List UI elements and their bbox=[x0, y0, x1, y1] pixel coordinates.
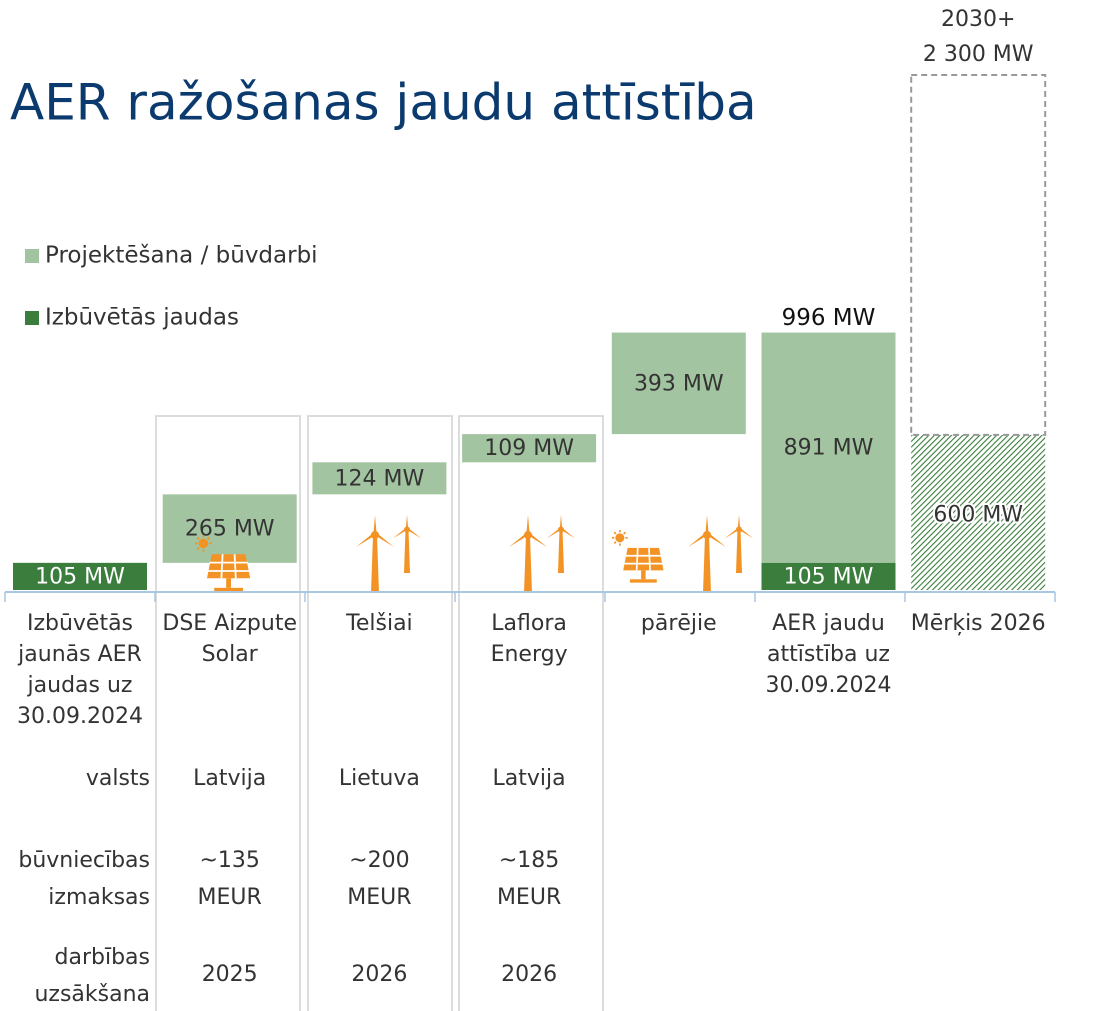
x-tick-label: Izbūvētās bbox=[27, 611, 133, 636]
data-label: 891 MW bbox=[784, 436, 874, 461]
table-cell: Lietuva bbox=[339, 766, 420, 791]
data-label: 124 MW bbox=[335, 466, 425, 491]
data-label: 105 MW bbox=[35, 564, 125, 589]
data-label: 265 MW bbox=[185, 517, 275, 542]
x-tick-label: jaunās AER bbox=[17, 642, 142, 667]
bar bbox=[761, 562, 896, 590]
x-tick-label: 30.09.2024 bbox=[766, 673, 892, 698]
table-cell: MEUR bbox=[497, 885, 561, 910]
table-cell: 2026 bbox=[351, 962, 407, 987]
target-2030-bar bbox=[910, 74, 1047, 436]
column-frames bbox=[155, 415, 604, 1011]
data-label: 393 MW bbox=[634, 371, 724, 396]
x-tick-label: jaudas uz bbox=[27, 673, 133, 698]
table-cell: 2025 bbox=[202, 962, 258, 987]
row-label: uzsākšana bbox=[34, 982, 150, 1007]
table-cell: 2026 bbox=[501, 962, 557, 987]
x-tick-label: Laflora bbox=[491, 611, 567, 636]
chart-title: AER ražošanas jaudu attīstība bbox=[10, 74, 757, 132]
x-tick-label: attīstība uz bbox=[767, 642, 890, 667]
target-2030-label: 2 300 MW bbox=[923, 42, 1034, 67]
x-tick-label: Energy bbox=[491, 642, 568, 667]
table-cell: Latvija bbox=[493, 766, 566, 791]
x-tick-label: AER jaudu bbox=[772, 611, 885, 636]
bar bbox=[13, 562, 147, 590]
bar bbox=[761, 332, 896, 563]
table-cell: MEUR bbox=[347, 885, 411, 910]
x-tick-label: DSE Aizpute bbox=[162, 611, 297, 636]
target-2030-title: 2030+ bbox=[941, 7, 1015, 32]
bar bbox=[611, 332, 746, 435]
bar bbox=[462, 434, 597, 463]
legend-swatch bbox=[25, 311, 39, 325]
row-label: būvniecības bbox=[18, 848, 150, 873]
x-tick-label: 30.09.2024 bbox=[17, 704, 143, 729]
data-label: 109 MW bbox=[484, 436, 574, 461]
table-cell: Latvija bbox=[193, 766, 266, 791]
bar bbox=[312, 462, 447, 495]
table-cell: MEUR bbox=[198, 885, 262, 910]
target-label: 600 MW bbox=[933, 502, 1023, 527]
table-cell: ~200 bbox=[349, 848, 409, 873]
table-cell: ~135 bbox=[199, 848, 259, 873]
total-label: 996 MW bbox=[782, 305, 876, 331]
row-label: izmaksas bbox=[48, 885, 150, 910]
target-bar bbox=[911, 434, 1046, 590]
x-tick-label: Solar bbox=[202, 642, 259, 667]
x-tick-label: Telšiai bbox=[345, 611, 413, 636]
table-cell: ~185 bbox=[499, 848, 559, 873]
bar bbox=[162, 494, 297, 563]
legend-label: Projektēšana / būvdarbi bbox=[45, 243, 318, 269]
legend-swatch bbox=[25, 249, 39, 263]
legend-label: Izbūvētās jaudas bbox=[45, 305, 239, 331]
data-label: 105 MW bbox=[784, 564, 874, 589]
row-label: darbības bbox=[55, 945, 150, 970]
row-label: valsts bbox=[86, 766, 150, 791]
x-tick-label: pārējie bbox=[641, 611, 717, 636]
x-tick-label: Mērķis 2026 bbox=[911, 611, 1046, 636]
